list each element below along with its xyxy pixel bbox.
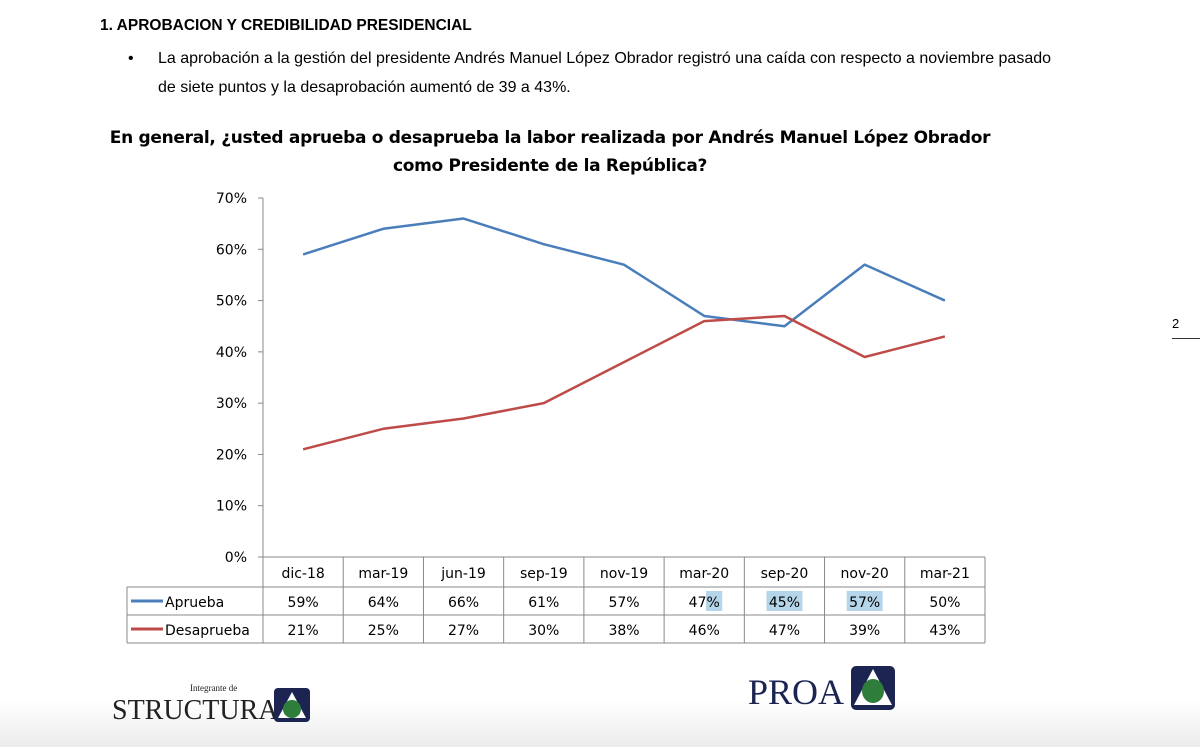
x-category-label: sep-20 [761, 566, 809, 582]
proa-logo: PROA [748, 672, 845, 712]
selection-highlight [706, 591, 723, 611]
line-chart: 0% 10% 20% 30% 40% 50% 60% 70% dic-18 mar-19 jun-1… [126, 191, 986, 644]
chart-title: En general, ¿usted aprueba o desaprueba … [109, 128, 991, 176]
data-label: 43% [929, 623, 960, 639]
data-label: 47% [689, 595, 720, 611]
data-label: 66% [448, 595, 479, 611]
y-tick-label: 70% [216, 191, 247, 207]
x-category-label: jun-19 [440, 566, 486, 582]
structura-logo-caption: Integrante de [190, 683, 238, 693]
structura-logo-icon [274, 688, 310, 722]
x-category-label: mar-21 [920, 566, 970, 582]
y-tick-label: 40% [216, 345, 247, 361]
data-label: 38% [608, 623, 639, 639]
y-tick-label: 20% [216, 447, 247, 463]
x-category-label: nov-20 [841, 566, 889, 582]
footer-band [0, 700, 1200, 747]
data-label: 57% [849, 595, 880, 611]
data-label: 59% [288, 595, 319, 611]
selection-highlight [766, 591, 803, 611]
data-label: 57% [608, 595, 639, 611]
data-label: 46% [689, 623, 720, 639]
proa-logo-icon [851, 666, 895, 710]
data-label: 64% [368, 595, 399, 611]
x-category-label: nov-19 [600, 566, 648, 582]
x-category-label: mar-20 [679, 566, 729, 582]
data-label: 50% [929, 595, 960, 611]
y-tick-label: 0% [225, 550, 247, 566]
data-label: 39% [849, 623, 880, 639]
page-number: 2 [1172, 316, 1180, 331]
y-tick-label: 10% [216, 499, 247, 515]
bullet-marker: • [128, 50, 134, 67]
selection-highlight [846, 591, 883, 611]
structura-logo: STRUCTURA [112, 695, 279, 726]
y-tick-label: 50% [216, 294, 247, 310]
y-tick-label: 30% [216, 396, 247, 412]
data-label: 25% [368, 623, 399, 639]
bullet-text: La aprobación a la gestión del president… [158, 50, 1052, 96]
x-category-label: mar-19 [358, 566, 408, 582]
legend-label-desaprueba: Desaprueba [165, 623, 250, 639]
data-label: 47% [769, 623, 800, 639]
legend-label-aprueba: Aprueba [165, 595, 224, 611]
x-category-label: sep-19 [520, 566, 568, 582]
series-line-desaprueba [302, 314, 946, 451]
data-label: 30% [528, 623, 559, 639]
data-label: 61% [528, 595, 559, 611]
series-line-aprueba [302, 217, 946, 328]
y-tick-label: 60% [216, 242, 247, 258]
data-label: 45% [769, 595, 800, 611]
data-label: 27% [448, 623, 479, 639]
data-label: 21% [288, 623, 319, 639]
section-heading: 1. APROBACION Y CREDIBILIDAD PRESIDENCIA… [100, 17, 472, 34]
page-number-rule [1172, 338, 1200, 339]
x-category-label: dic-18 [281, 566, 324, 582]
